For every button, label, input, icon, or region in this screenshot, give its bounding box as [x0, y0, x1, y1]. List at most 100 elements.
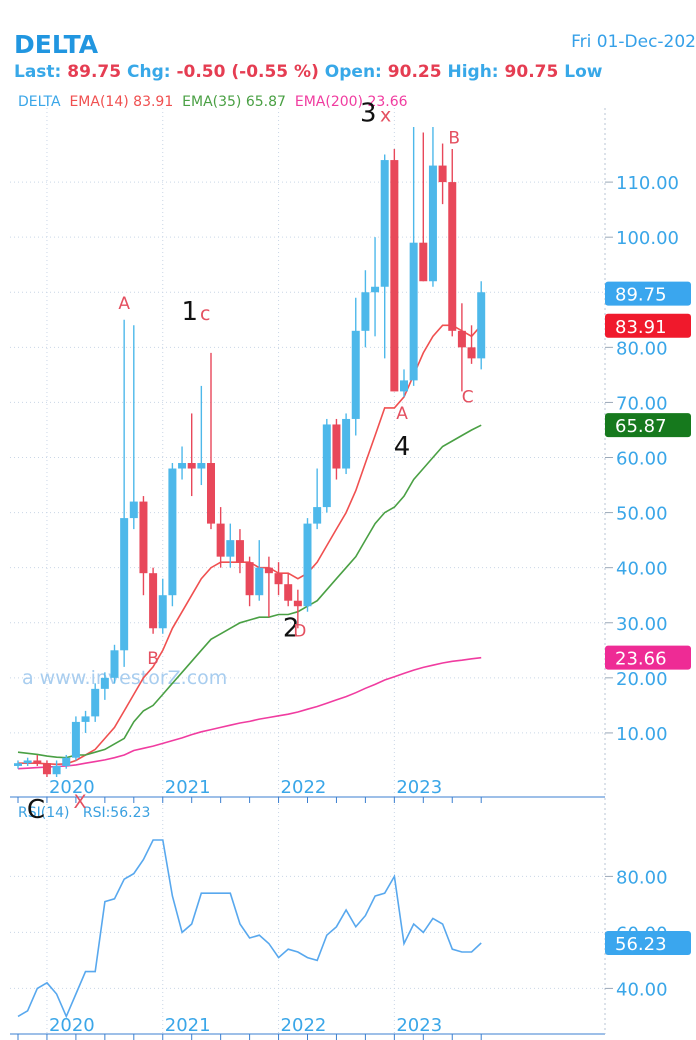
wave-annotation: X	[73, 791, 86, 813]
candle-up	[342, 418, 351, 469]
candle-up	[52, 765, 61, 775]
y-tick-label: 10.00	[616, 724, 668, 745]
y-tick-label: 110.00	[616, 173, 679, 194]
price-tag	[605, 281, 691, 306]
wave-annotation: A	[118, 294, 130, 314]
candle-up	[178, 463, 187, 469]
chg-value: -0.50 (-0.55 %)	[176, 62, 319, 82]
legend-ema14-label: EMA(14)	[69, 94, 129, 110]
wave-annotation: B	[448, 129, 460, 149]
rsi-legend: RSI(14) RSI:56.23	[18, 805, 150, 821]
legend-ema200-value: 23.66	[367, 94, 408, 110]
candle-up	[100, 677, 109, 689]
candle-up	[91, 688, 100, 717]
candle-up	[477, 292, 486, 359]
rsi-legend-label: RSI(14)	[18, 805, 70, 821]
candle-up	[428, 165, 437, 282]
y-tick-label: 70.00	[616, 393, 668, 414]
rsi-x-tick-label: 2020	[49, 1015, 95, 1036]
candle-down	[33, 760, 42, 764]
ticker-title: DELTA	[14, 30, 99, 59]
candle-up	[120, 518, 129, 651]
candle-down	[457, 330, 466, 348]
candle-down	[42, 763, 51, 775]
wave-annotation: 2	[283, 614, 300, 644]
candle-down	[284, 584, 293, 601]
candle-up	[371, 286, 380, 293]
candle-down	[245, 562, 254, 596]
x-tick-label: 2020	[49, 777, 95, 798]
y-tick-label: 20.00	[616, 669, 668, 690]
y-tick-label: 100.00	[616, 228, 679, 249]
candle-up	[14, 763, 22, 766]
low-label: Low	[564, 62, 603, 82]
price-tag	[605, 413, 691, 438]
wave-annotation: B	[147, 649, 159, 669]
candle-down	[235, 540, 244, 563]
y-tick-label: 60.00	[616, 449, 668, 470]
ema-line-ema200	[17, 656, 482, 770]
candle-down	[264, 567, 273, 574]
rsi-tag-label: 56.23	[615, 934, 667, 955]
candle-down	[438, 165, 447, 183]
legend-ema200-label: EMA(200)	[294, 94, 364, 110]
y-tick-label: 40.00	[616, 559, 668, 580]
candle-down	[274, 573, 283, 585]
price-tag-label: 83.91	[615, 317, 667, 338]
x-tick-label: 2022	[281, 777, 327, 798]
candle-up	[400, 380, 408, 392]
watermark-text: a www.investorZ.com	[22, 667, 227, 689]
open-label: Open:	[324, 62, 382, 82]
wave-annotation: D	[293, 622, 306, 642]
last-label: Last:	[14, 62, 62, 82]
candle-up	[81, 716, 90, 722]
ema-line-ema14	[18, 324, 482, 766]
candle-up	[303, 523, 312, 607]
wave-annotation: 1	[181, 297, 198, 327]
candle-down	[207, 463, 215, 524]
candle-down	[187, 463, 196, 469]
candle-up	[197, 463, 206, 469]
y-tick-label: 50.00	[616, 504, 668, 525]
indicator-legend: DELTA EMA(14) 83.91 EMA(35) 65.87 EMA(20…	[18, 94, 408, 110]
x-tick-label: 2021	[165, 777, 211, 798]
wave-annotation: 3	[360, 99, 377, 129]
quote-line: Last: 89.75 Chg: -0.50 (-0.55 %) Open: 9…	[14, 62, 602, 82]
candle-up	[226, 540, 235, 557]
y-tick-label: 80.00	[616, 338, 668, 359]
wave-annotation: A	[396, 404, 408, 424]
wave-annotation: 4	[394, 432, 411, 462]
price-tag	[605, 645, 691, 670]
rsi-tag	[605, 930, 691, 955]
candle-up	[129, 501, 138, 519]
high-value: 90.75	[504, 62, 559, 82]
rsi-x-tick-label: 2021	[165, 1015, 211, 1036]
rsi-x-tick-label: 2023	[396, 1015, 442, 1036]
rsi-x-tick-label: 2022	[281, 1015, 327, 1036]
candle-up	[255, 567, 264, 596]
candle-down	[293, 600, 302, 607]
candle-up	[168, 468, 177, 596]
candle-up	[313, 507, 322, 524]
candle-up	[23, 760, 32, 764]
price-tag	[605, 313, 691, 338]
wave-annotation: c	[200, 303, 210, 325]
legend-ema35-label: EMA(35)	[182, 94, 242, 110]
candle-up	[361, 292, 370, 331]
ema-line-ema35	[17, 424, 482, 759]
legend-symbol: DELTA	[18, 94, 61, 110]
legend-ema14-value: 83.91	[133, 94, 174, 110]
candle-down	[216, 523, 225, 557]
wave-annotation: x	[380, 105, 391, 127]
price-tag-label: 23.66	[615, 649, 667, 670]
candle-down	[467, 347, 476, 359]
candle-up	[71, 721, 80, 758]
candle-down	[419, 242, 428, 282]
chg-label: Chg:	[126, 62, 171, 82]
wave-annotation: C	[462, 387, 474, 407]
wave-annotation: C	[27, 795, 45, 825]
last-value: 89.75	[67, 62, 122, 82]
rsi-tick-label: 80.00	[616, 867, 668, 888]
y-tick-label: 30.00	[616, 614, 668, 635]
